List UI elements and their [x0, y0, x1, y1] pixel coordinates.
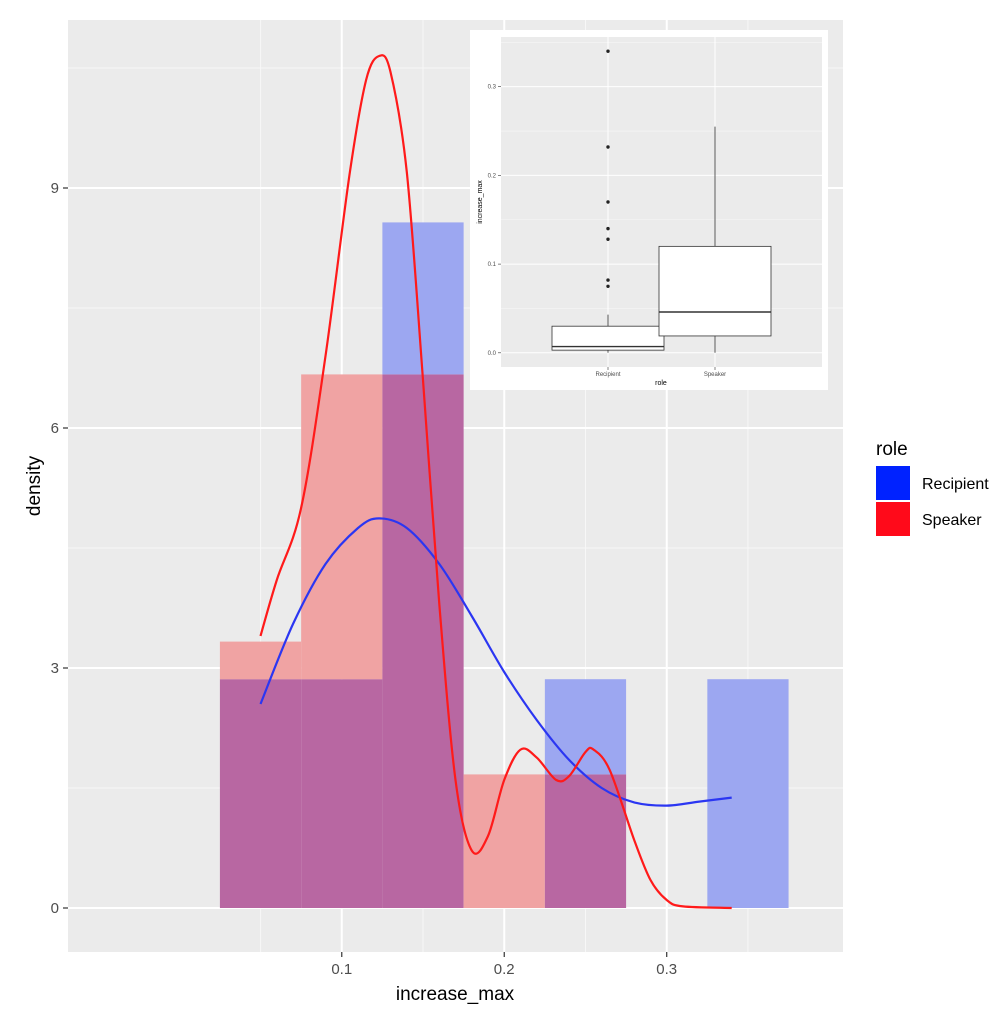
inset-outlier-0-4 — [606, 200, 610, 204]
inset-y-tick-label-0: 0.0 — [488, 351, 497, 357]
density-curves — [259, 54, 732, 910]
y-tick-label-0: 0 — [51, 900, 59, 917]
bar-overlap-2 — [382, 374, 464, 908]
bar-overlap-4 — [544, 774, 627, 908]
density-curve-speaker — [259, 54, 732, 910]
inset-outlier-0-3 — [606, 226, 610, 231]
inset-y-tick-label-1: 0.1 — [488, 262, 497, 268]
legend-title: role — [876, 439, 908, 460]
legend-label-recipient: Recipient — [922, 476, 989, 493]
x-tick-label-2: 0.3 — [656, 961, 677, 978]
bar-speaker-0 — [219, 641, 302, 680]
inset-boxes — [551, 49, 772, 353]
histogram-bars — [219, 222, 789, 908]
inset-x-tick-label-0: Recipient — [595, 372, 620, 378]
inset-y-tick-label-3: 0.3 — [488, 85, 497, 91]
bar-recipient-6 — [707, 679, 789, 908]
inset-y-tick-label-2: 0.2 — [488, 173, 497, 179]
bar-speaker-3 — [463, 774, 545, 908]
inset-x-tick-label-1: Speaker — [704, 372, 726, 378]
x-axis-title: increase_max — [396, 984, 515, 1005]
y-tick-label-2: 6 — [51, 420, 59, 437]
inset-y-axis-title: increase_max — [477, 180, 484, 224]
inset-outlier-0-6 — [606, 49, 610, 53]
bar-overlap-1 — [301, 679, 383, 908]
legend-label-speaker: Speaker — [922, 512, 982, 529]
inset-outlier-0-0 — [606, 284, 610, 288]
bar-recipient-2 — [382, 222, 464, 375]
inset-box-0 — [551, 325, 665, 351]
y-tick-label-3: 9 — [51, 180, 59, 197]
main-axes: 0.1 0.2 0.3 0 3 6 9 — [51, 180, 677, 978]
bar-recipient-4 — [544, 679, 627, 775]
bar-speaker-1 — [301, 374, 383, 680]
legend-key-recipient — [876, 466, 910, 500]
y-tick-label-1: 3 — [51, 660, 59, 677]
bar-overlap-0 — [219, 679, 302, 908]
legend: role Recipient Speaker — [876, 439, 989, 536]
density-curve-recipient — [259, 517, 732, 807]
inset-axes: 0.0 0.1 0.2 0.3 Recipient Speaker — [488, 85, 727, 378]
inset-boxplot: 0.0 0.1 0.2 0.3 Recipient Speaker role increa… — [470, 30, 828, 390]
legend-key-speaker — [876, 502, 910, 536]
inset-outlier-0-1 — [606, 278, 610, 282]
x-tick-label-1: 0.2 — [494, 961, 515, 978]
inset-outlier-0-2 — [606, 237, 610, 241]
y-axis-title: density — [24, 455, 45, 516]
inset-x-axis-title: role — [655, 380, 667, 387]
x-tick-label-0: 0.1 — [331, 961, 352, 978]
inset-outlier-0-5 — [606, 145, 610, 149]
inset-box-1 — [658, 245, 772, 337]
